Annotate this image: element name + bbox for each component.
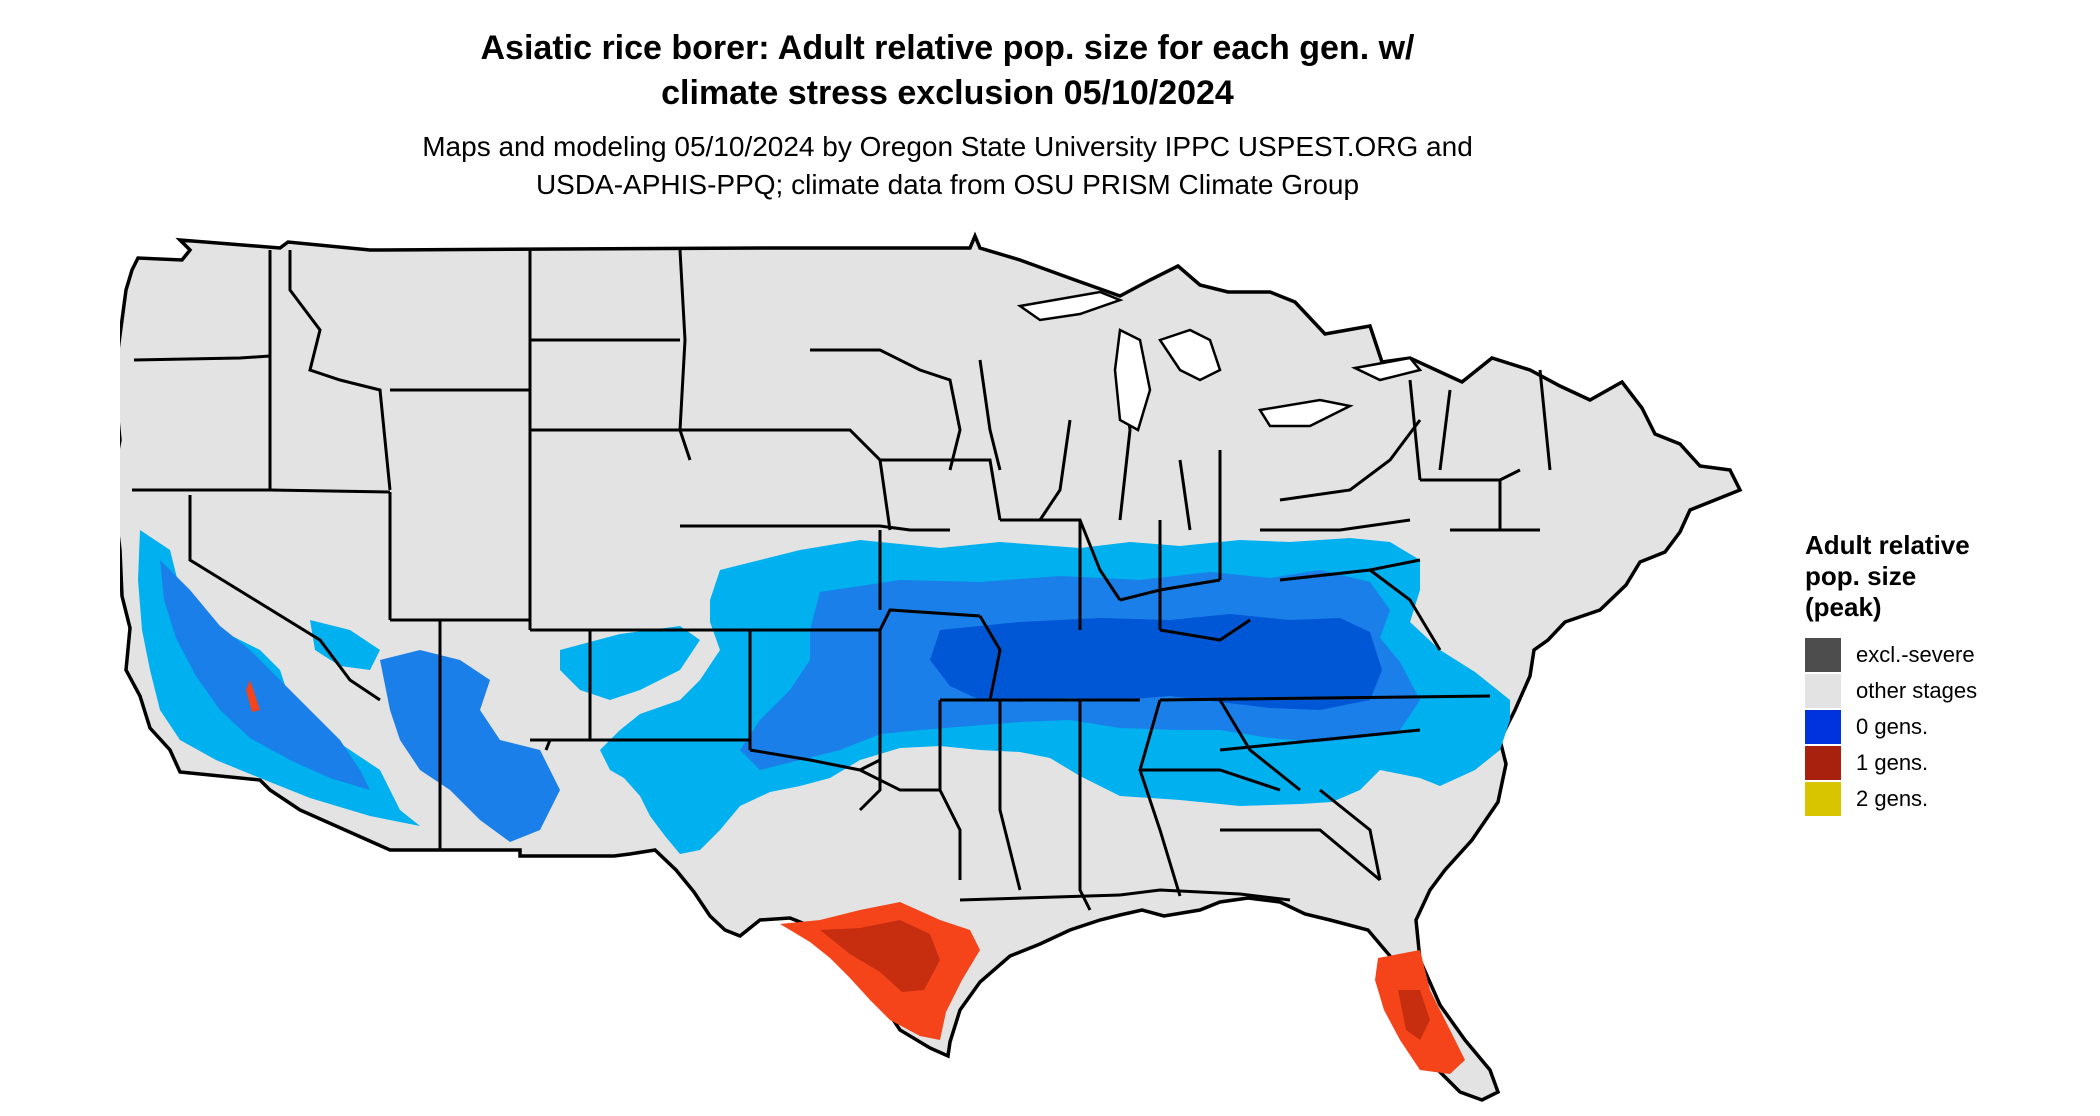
legend-title-line-3: (peak) bbox=[1805, 592, 1882, 622]
legend-swatch bbox=[1805, 746, 1841, 780]
legend-item-2-gens: 2 gens. bbox=[1805, 781, 2085, 817]
state-borders bbox=[132, 249, 1552, 911]
one-gen-region bbox=[246, 680, 1465, 1074]
legend-swatch bbox=[1805, 782, 1841, 816]
legend-title-line-1: Adult relative bbox=[1805, 530, 1970, 560]
legend-item-other-stages: other stages bbox=[1805, 673, 2085, 709]
legend: Adult relative pop. size (peak) excl.-se… bbox=[1805, 530, 2085, 817]
title-line-2: climate stress exclusion 05/10/2024 bbox=[661, 74, 1234, 112]
legend-label: other stages bbox=[1856, 678, 1978, 703]
legend-label: excl.-severe bbox=[1856, 642, 1975, 667]
subtitle-line-1: Maps and modeling 05/10/2024 by Oregon S… bbox=[422, 131, 1473, 162]
map-subtitle: Maps and modeling 05/10/2024 by Oregon S… bbox=[0, 128, 1895, 204]
legend-swatch bbox=[1805, 638, 1841, 672]
legend-item-excl-severe: excl.-severe bbox=[1805, 637, 2085, 673]
us-map bbox=[120, 231, 1743, 1102]
title-line-1: Asiatic rice borer: Adult relative pop. … bbox=[480, 29, 1415, 67]
legend-title: Adult relative pop. size (peak) bbox=[1805, 530, 2085, 623]
legend-swatch bbox=[1805, 710, 1841, 744]
legend-label: 2 gens. bbox=[1856, 786, 1929, 811]
legend-swatch bbox=[1805, 674, 1841, 708]
great-lakes bbox=[1016, 290, 1423, 432]
legend-title-line-2: pop. size bbox=[1805, 561, 1917, 591]
map-title: Asiatic rice borer: Adult relative pop. … bbox=[0, 26, 1895, 116]
subtitle-line-2: USDA-APHIS-PPQ; climate data from OSU PR… bbox=[535, 169, 1360, 200]
legend-label: 0 gens. bbox=[1856, 714, 1929, 739]
legend-item-1-gens: 1 gens. bbox=[1805, 745, 2085, 781]
legend-item-0-gens: 0 gens. bbox=[1805, 709, 2085, 745]
legend-label: 1 gens. bbox=[1856, 750, 1929, 775]
